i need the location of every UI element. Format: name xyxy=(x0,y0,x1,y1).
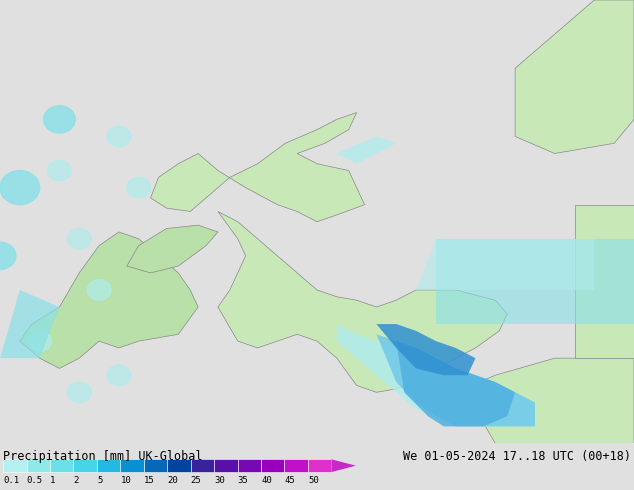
Circle shape xyxy=(0,171,39,205)
Text: We 01-05-2024 17..18 UTC (00+18): We 01-05-2024 17..18 UTC (00+18) xyxy=(403,450,631,463)
Circle shape xyxy=(67,228,91,249)
Bar xyxy=(74,459,97,472)
Bar xyxy=(214,459,238,472)
Bar xyxy=(97,459,120,472)
Text: 15: 15 xyxy=(144,476,155,485)
Text: 20: 20 xyxy=(167,476,178,485)
Circle shape xyxy=(127,177,150,198)
Bar xyxy=(238,459,261,472)
Text: 2: 2 xyxy=(74,476,79,485)
Bar xyxy=(3,459,27,472)
Polygon shape xyxy=(337,136,396,164)
Bar xyxy=(308,459,332,472)
Polygon shape xyxy=(416,239,595,290)
Polygon shape xyxy=(337,324,535,426)
Polygon shape xyxy=(515,0,634,153)
Text: 25: 25 xyxy=(191,476,202,485)
Text: 1: 1 xyxy=(50,476,55,485)
Bar xyxy=(191,459,214,472)
Polygon shape xyxy=(456,358,634,443)
Text: 5: 5 xyxy=(97,476,102,485)
Polygon shape xyxy=(150,113,365,222)
Text: Precipitation [mm] UK-Global: Precipitation [mm] UK-Global xyxy=(3,450,203,463)
Bar xyxy=(167,459,191,472)
Circle shape xyxy=(67,382,91,402)
Circle shape xyxy=(87,280,111,300)
Text: 0.5: 0.5 xyxy=(27,476,42,485)
Polygon shape xyxy=(574,205,634,358)
Text: 40: 40 xyxy=(261,476,272,485)
Bar xyxy=(144,459,167,472)
Bar xyxy=(50,459,74,472)
Circle shape xyxy=(107,365,131,386)
Text: 0.1: 0.1 xyxy=(3,476,19,485)
Text: 10: 10 xyxy=(120,476,131,485)
Bar xyxy=(285,459,308,472)
Text: 35: 35 xyxy=(238,476,249,485)
Bar xyxy=(27,459,50,472)
Bar xyxy=(120,459,144,472)
Polygon shape xyxy=(127,225,218,273)
Text: 30: 30 xyxy=(214,476,225,485)
Polygon shape xyxy=(218,212,507,392)
Polygon shape xyxy=(436,239,634,324)
Circle shape xyxy=(48,160,71,181)
Polygon shape xyxy=(20,232,198,368)
Polygon shape xyxy=(0,290,60,358)
Polygon shape xyxy=(377,324,476,375)
Circle shape xyxy=(0,242,16,270)
Text: 50: 50 xyxy=(308,476,319,485)
Polygon shape xyxy=(332,459,356,472)
Circle shape xyxy=(28,331,51,351)
Bar xyxy=(261,459,285,472)
Circle shape xyxy=(44,106,75,133)
Polygon shape xyxy=(396,341,515,426)
Circle shape xyxy=(107,126,131,147)
Polygon shape xyxy=(377,334,535,426)
Text: 45: 45 xyxy=(285,476,295,485)
